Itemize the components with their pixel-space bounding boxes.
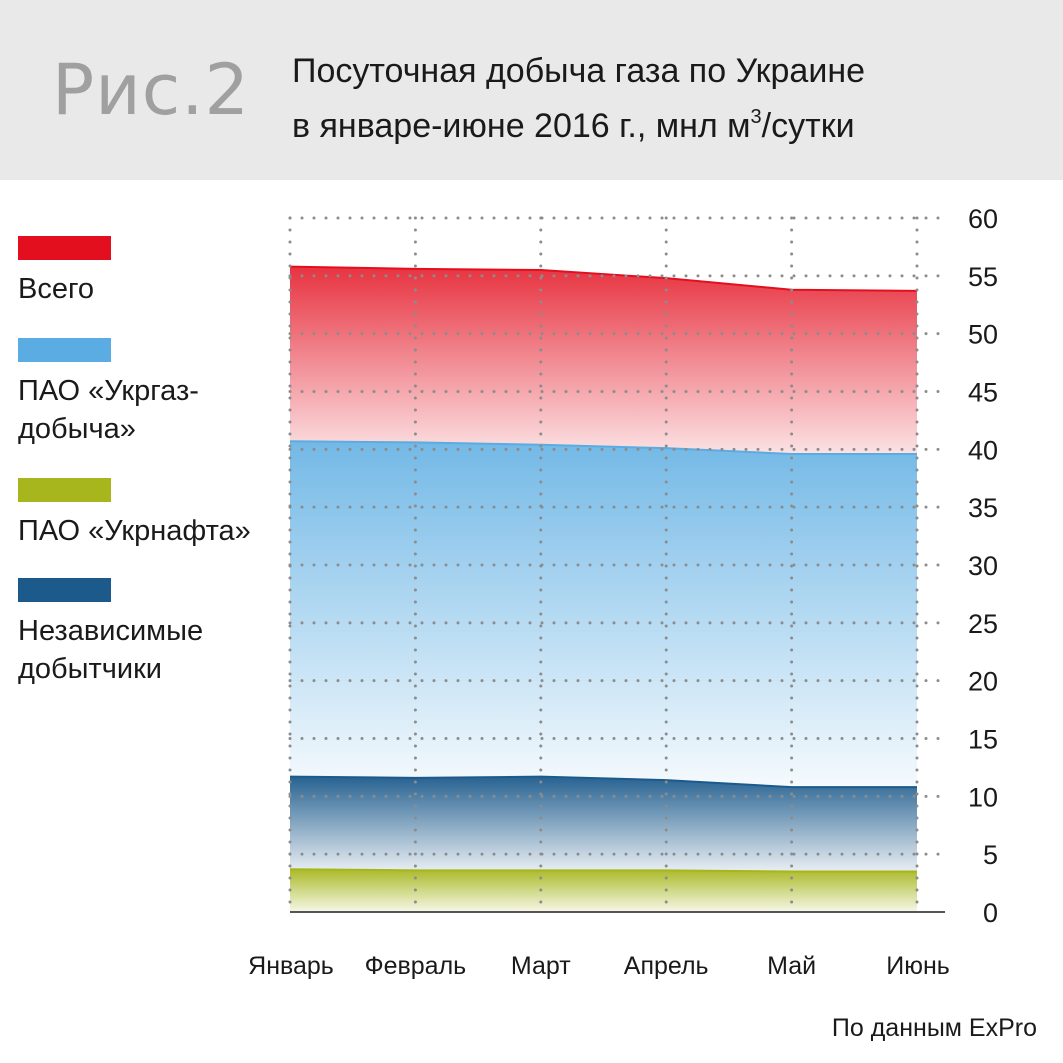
area-band-ukrgazdobycha xyxy=(290,441,917,788)
y-tick-label-0: 0 xyxy=(983,898,998,928)
x-tick-label-2: Март xyxy=(511,952,571,980)
x-tick-label-5: Июнь xyxy=(886,952,950,980)
title-line-2: в январе-июне 2016 г., мнл м3/сутки xyxy=(292,94,865,149)
legend-label-independent-line-1: Независимые xyxy=(18,615,204,647)
axis-layer: 0 5 10 15 20 25 30 35 40 45 50 55 60 Январь Февраль Мар… xyxy=(248,204,998,980)
legend-swatch-ukrgazdobycha xyxy=(18,338,111,362)
y-tick-label-25: 25 xyxy=(968,609,998,639)
y-tick-label-45: 45 xyxy=(968,378,998,408)
y-tick-label-30: 30 xyxy=(968,551,998,581)
y-tick-label-60: 60 xyxy=(968,204,998,234)
x-tick-label-4: Май xyxy=(767,952,816,980)
title-line-1: Посуточная добыча газа по Украине xyxy=(292,52,866,90)
legend-item-total: Всего xyxy=(18,236,111,308)
y-tick-label-10: 10 xyxy=(968,782,998,812)
legend-label-ukrnafta-line: ПАО «Укрнафта» xyxy=(18,515,251,547)
y-tick-label-15: 15 xyxy=(968,725,998,755)
area-band-independent xyxy=(290,776,917,872)
grid-layer xyxy=(288,216,947,914)
legend-label-independent: Независимые добытчики xyxy=(18,612,203,688)
title-superscript: 3 xyxy=(750,106,762,128)
legend-label-total-line: Всего xyxy=(18,273,95,305)
y-tick-label-5: 5 xyxy=(983,840,998,870)
legend-label-ukrgazdobycha-line-2: добыча» xyxy=(18,413,136,445)
header-band: Рис.2 Посуточная добыча газа по Украине … xyxy=(0,0,1063,180)
legend-item-independent: Независимые добытчики xyxy=(18,578,203,688)
x-tick-label-0: Январь xyxy=(248,952,334,980)
legend-label-ukrnafta: ПАО «Укрнафта» xyxy=(18,512,251,550)
area-band-total xyxy=(290,266,917,454)
figure-label: Рис.2 xyxy=(52,49,250,131)
x-tick-label-1: Февраль xyxy=(365,952,467,980)
series-line-total xyxy=(289,265,918,292)
legend-item-ukrnafta: ПАО «Укрнафта» xyxy=(18,478,251,550)
series-line-ukrnafta xyxy=(289,868,917,873)
y-tick-label-35: 35 xyxy=(968,493,998,523)
legend-label-ukrgazdobycha: ПАО «Укргаз- добыча» xyxy=(18,372,199,448)
legend-item-ukrgazdobycha: ПАО «Укргаз- добыча» xyxy=(18,338,199,448)
title-line-2-text: в январе-июне 2016 г., мнл м xyxy=(292,107,751,145)
title-line-2-unit: /сутки xyxy=(761,107,855,145)
chart-title: Посуточная добыча газа по Украине в янва… xyxy=(292,48,865,149)
x-tick-label-3: Апрель xyxy=(624,952,709,980)
legend-label-ukrgazdobycha-line-1: ПАО «Укргаз- xyxy=(18,375,199,407)
areas-layer xyxy=(289,265,918,912)
area-band-ukrnafta xyxy=(290,869,917,912)
source-note: По данным ExPro xyxy=(831,1014,1037,1042)
series-line-ukrgazdobycha xyxy=(289,440,917,455)
legend-label-total: Всего xyxy=(18,270,111,308)
legend-swatch-independent xyxy=(18,578,111,602)
y-tick-label-55: 55 xyxy=(968,262,998,292)
legend-label-independent-line-2: добытчики xyxy=(18,653,162,685)
series-line-independent xyxy=(289,775,917,789)
y-tick-label-40: 40 xyxy=(968,435,998,465)
y-tick-label-50: 50 xyxy=(968,320,998,350)
legend-swatch-total xyxy=(18,236,111,260)
y-tick-label-20: 20 xyxy=(968,667,998,697)
legend-swatch-ukrnafta xyxy=(18,478,111,502)
